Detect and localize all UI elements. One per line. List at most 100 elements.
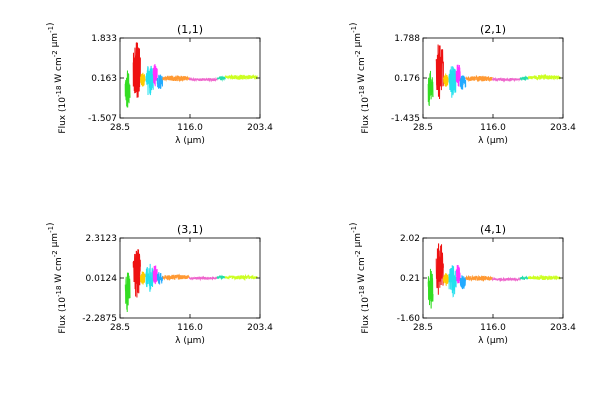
y-label-part: W cm bbox=[54, 257, 64, 285]
series-line bbox=[188, 275, 218, 282]
series-line bbox=[152, 265, 158, 285]
y-tick-label: 1.788 bbox=[394, 34, 420, 44]
y-label-superscript: -18 bbox=[55, 286, 63, 297]
y-label-part: W cm bbox=[54, 57, 64, 85]
y-tick-label: -1.60 bbox=[397, 314, 421, 324]
series-line bbox=[162, 75, 190, 83]
y-label-superscript: -18 bbox=[55, 86, 63, 97]
series-line bbox=[459, 75, 467, 90]
y-axis-label: Flux (10-18 W cm-2 μm-1) bbox=[46, 222, 68, 333]
y-label-superscript: -1 bbox=[350, 226, 358, 233]
x-axis-label: λ (μm) bbox=[478, 336, 508, 346]
y-label-part: μm bbox=[353, 33, 363, 50]
series-line bbox=[132, 42, 141, 98]
series-line bbox=[145, 263, 154, 292]
y-label-superscript: -2 bbox=[354, 250, 362, 257]
series-line bbox=[427, 268, 434, 309]
x-tick-label: 203.4 bbox=[550, 323, 576, 333]
series-line bbox=[139, 271, 146, 285]
series-line bbox=[491, 76, 521, 83]
chart-title: (2,1) bbox=[480, 23, 506, 36]
y-label-superscript: -1 bbox=[47, 26, 55, 33]
x-tick-label: 28.5 bbox=[110, 123, 130, 133]
y-label-superscript: -2 bbox=[354, 50, 362, 57]
y-label-part: μm bbox=[353, 233, 363, 250]
series-line bbox=[519, 75, 529, 82]
series-line bbox=[527, 274, 561, 281]
x-tick-label: 116.0 bbox=[177, 323, 203, 333]
series-line bbox=[455, 64, 461, 87]
series-line bbox=[224, 73, 258, 81]
chart-title: (3,1) bbox=[177, 223, 203, 236]
y-tick-label: 1.833 bbox=[91, 34, 117, 44]
chart-title: (4,1) bbox=[480, 223, 506, 236]
y-tick-label: -1.435 bbox=[391, 114, 420, 124]
series-line bbox=[435, 243, 444, 295]
series-line bbox=[465, 274, 493, 282]
series-line bbox=[435, 44, 444, 99]
x-tick-label: 116.0 bbox=[480, 123, 506, 133]
y-label-part: ) bbox=[46, 222, 56, 226]
panel-1-1: 28.5 116.0 203.4 -1.507 0.163 1.833 (1,1) λ (μm… bbox=[46, 22, 273, 146]
y-label-superscript: -1 bbox=[47, 226, 55, 233]
series-line bbox=[124, 70, 131, 108]
series-group bbox=[124, 42, 258, 108]
x-axis-label: λ (μm) bbox=[478, 136, 508, 146]
series-line bbox=[459, 275, 467, 290]
y-axis-label: Flux (10-18 W cm-2 μm-1) bbox=[46, 22, 68, 133]
series-line bbox=[139, 72, 146, 87]
y-axis-label: Flux (10-18 W cm-2 μm-1) bbox=[349, 22, 371, 133]
series-line bbox=[442, 273, 449, 287]
series-group bbox=[427, 243, 561, 309]
series-line bbox=[224, 273, 258, 281]
series-line bbox=[442, 73, 449, 87]
y-label-part: Flux (10 bbox=[58, 297, 68, 334]
x-tick-label: 203.4 bbox=[247, 123, 273, 133]
x-tick-label: 116.0 bbox=[177, 123, 203, 133]
x-axis-label: λ (μm) bbox=[175, 136, 205, 146]
series-line bbox=[448, 265, 457, 298]
series-line bbox=[465, 75, 493, 83]
y-label-part: Flux (10 bbox=[361, 97, 371, 134]
panel-3-1: 28.5 116.0 203.4 -2.2875 0.0124 2.3123 (3,1) λ … bbox=[46, 222, 273, 346]
y-tick-label: 0.176 bbox=[394, 74, 420, 84]
series-line bbox=[152, 63, 158, 87]
series-line bbox=[145, 65, 154, 96]
series-line bbox=[156, 272, 164, 285]
series-line bbox=[527, 73, 561, 81]
y-label-part: Flux (10 bbox=[361, 297, 371, 334]
y-tick-label: -2.2875 bbox=[82, 314, 117, 324]
x-tick-label: 203.4 bbox=[550, 123, 576, 133]
y-label-part: Flux (10 bbox=[58, 97, 68, 134]
y-label-part: W cm bbox=[357, 57, 367, 85]
series-line bbox=[156, 74, 164, 89]
y-tick-label: 0.21 bbox=[400, 274, 420, 284]
y-tick-label: 2.02 bbox=[400, 234, 420, 244]
x-tick-label: 28.5 bbox=[413, 123, 433, 133]
series-group bbox=[427, 44, 561, 106]
series-line bbox=[162, 273, 190, 281]
panel-4-1: 28.5 116.0 203.4 -1.60 0.21 2.02 (4,1) λ (μm) Fl… bbox=[349, 222, 576, 346]
y-label-part: W cm bbox=[357, 257, 367, 285]
series-line bbox=[132, 249, 141, 298]
series-line bbox=[448, 66, 457, 98]
x-tick-label: 203.4 bbox=[247, 323, 273, 333]
series-group bbox=[124, 249, 258, 313]
series-line bbox=[491, 276, 521, 283]
y-tick-label: 2.3123 bbox=[86, 234, 118, 244]
series-line bbox=[216, 75, 226, 82]
y-label-superscript: -18 bbox=[358, 286, 366, 297]
x-tick-label: 28.5 bbox=[413, 323, 433, 333]
y-tick-label: -1.507 bbox=[88, 114, 117, 124]
series-line bbox=[124, 272, 131, 313]
y-tick-label: 0.163 bbox=[91, 74, 117, 84]
y-label-part: μm bbox=[50, 33, 60, 50]
y-axis-label: Flux (10-18 W cm-2 μm-1) bbox=[349, 222, 371, 333]
series-line bbox=[216, 274, 226, 281]
y-label-superscript: -18 bbox=[358, 86, 366, 97]
series-line bbox=[188, 76, 218, 83]
series-line bbox=[455, 265, 461, 284]
y-label-superscript: -2 bbox=[51, 250, 59, 257]
y-label-part: ) bbox=[46, 22, 56, 26]
